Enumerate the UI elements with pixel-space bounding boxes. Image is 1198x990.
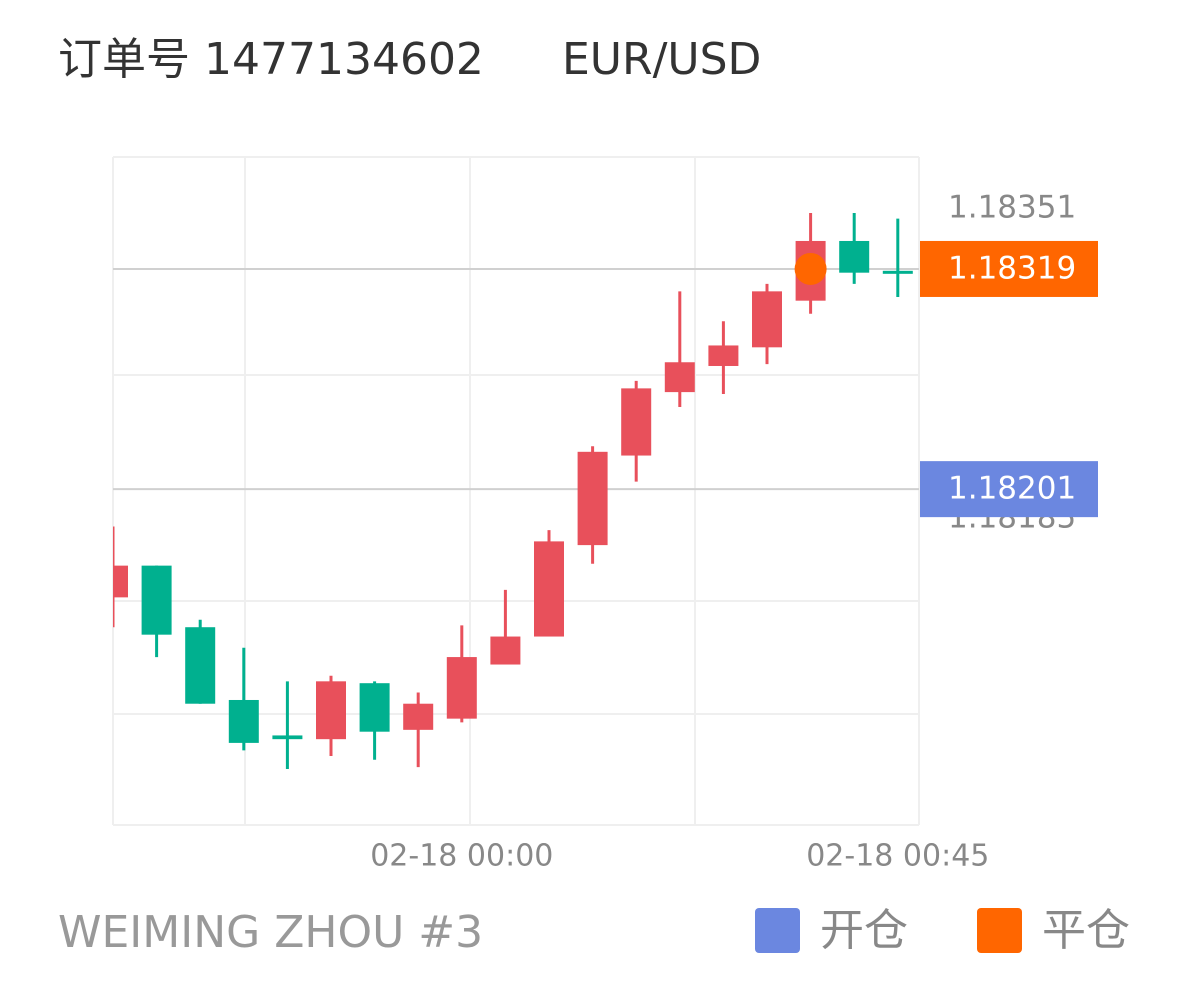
- candle-body: [534, 541, 564, 637]
- price-label-box: [920, 240, 1098, 297]
- symbol: EUR/USD: [562, 34, 761, 85]
- candle-body: [882, 270, 913, 274]
- candle-body: [708, 345, 739, 366]
- legend-swatch: [977, 908, 1022, 953]
- candle-body: [185, 627, 216, 704]
- price-label: 1.18201: [948, 471, 1076, 507]
- candle-body: [141, 565, 172, 635]
- legend-label: 平仓: [1042, 905, 1130, 956]
- candle-body: [316, 681, 346, 740]
- y-tick-label: 1.18351: [948, 190, 1076, 226]
- candle-body: [113, 565, 128, 598]
- order-number: 订单号 1477134602: [58, 34, 484, 85]
- account-name: WEIMING ZHOU #3: [58, 907, 483, 958]
- candles: [113, 212, 913, 770]
- candle-body: [621, 388, 652, 456]
- candle-body: [359, 683, 390, 732]
- candle-body: [228, 699, 259, 743]
- candle-body: [272, 735, 303, 740]
- legend-label: 开仓: [820, 905, 908, 956]
- price-label-box: [920, 461, 1098, 518]
- price-label: 1.18319: [948, 250, 1076, 286]
- candle-body: [839, 240, 870, 273]
- x-tick-label: 02-18 00:45: [806, 839, 989, 874]
- legend-swatch: [755, 908, 800, 953]
- x-tick-label: 02-18 00:00: [370, 839, 553, 874]
- exit-point: [794, 252, 827, 285]
- candle-body: [490, 636, 521, 665]
- candle-body: [446, 657, 477, 719]
- candle-body: [577, 451, 608, 546]
- candle-body: [752, 291, 782, 348]
- candle-body: [664, 362, 695, 393]
- candle-body: [403, 703, 434, 730]
